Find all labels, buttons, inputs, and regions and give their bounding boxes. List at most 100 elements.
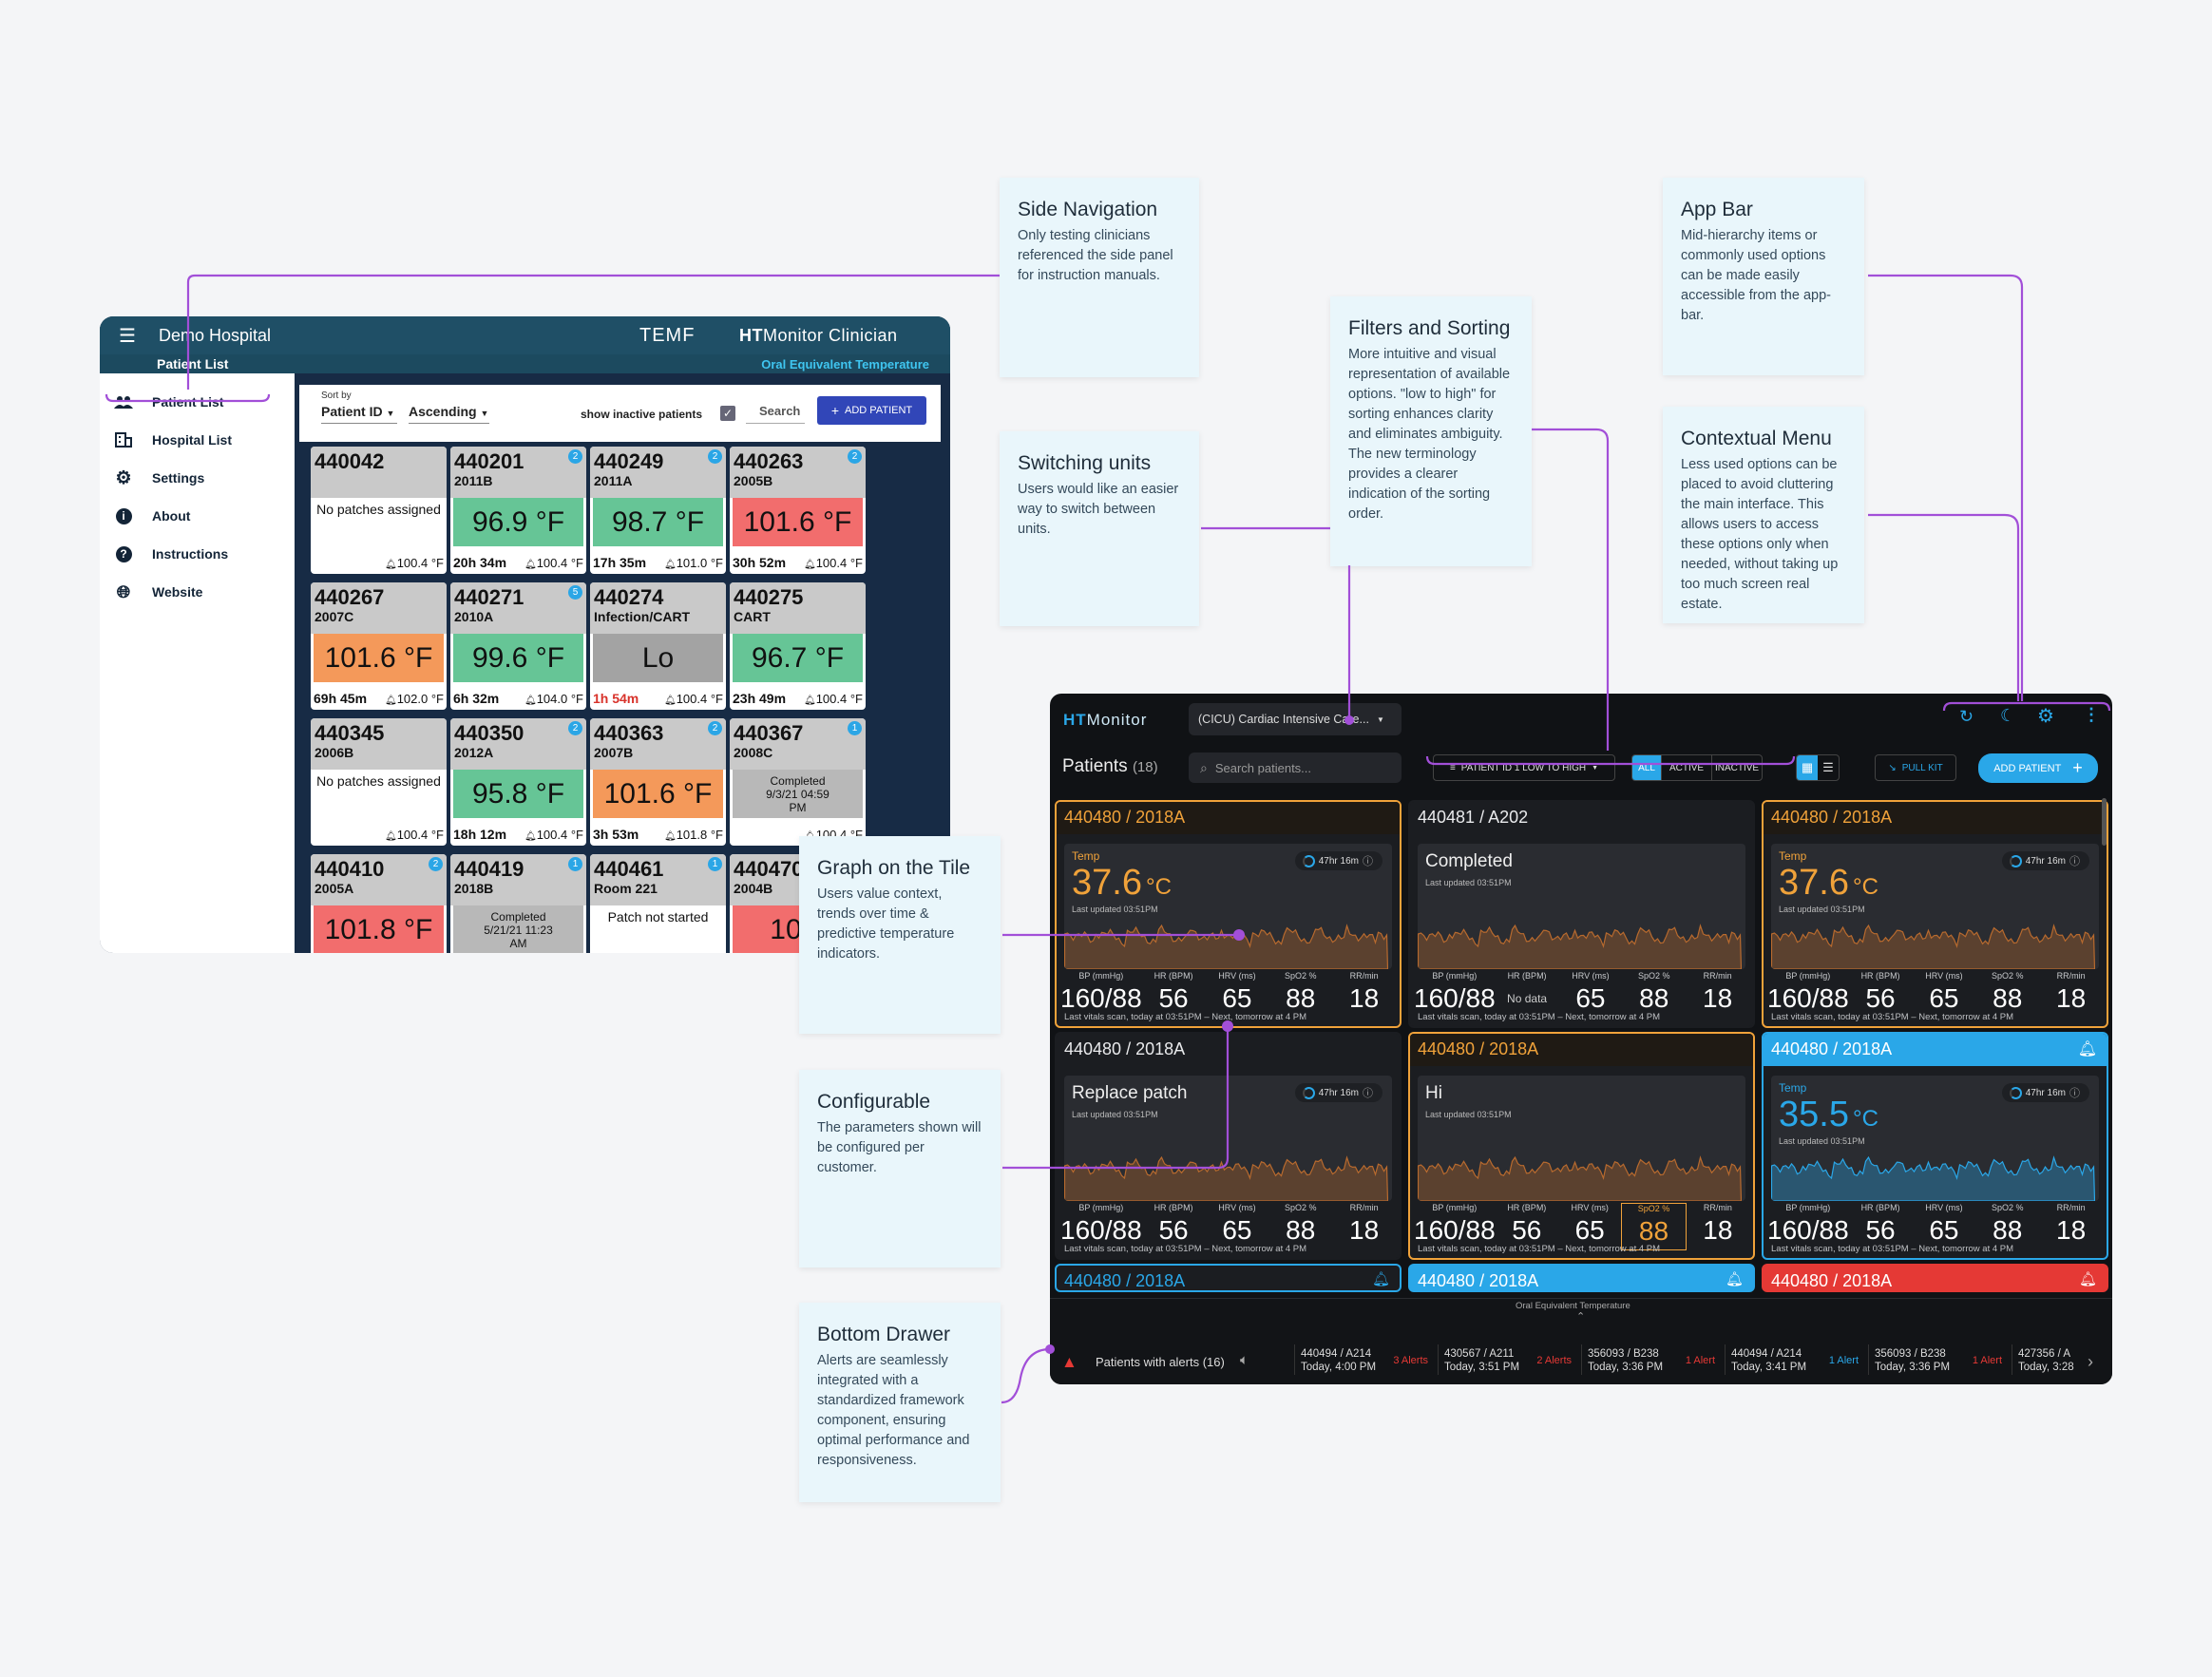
patient-tile[interactable]: 440419 2018B 1 Completed 5/21/21 11:23 AM [450, 854, 586, 953]
note-title: Contextual Menu [1681, 428, 1832, 449]
drawer-alerts-label[interactable]: Patients with alerts (16) [1096, 1355, 1225, 1369]
patient-tile[interactable]: 440480 / 2018A 🔔︎ [1408, 1264, 1755, 1292]
nav-item-patient-list[interactable]: Patient List [100, 383, 295, 421]
patient-id: 440410 [315, 857, 385, 881]
patient-tile[interactable]: 440480 / 2018A 🔔︎ [1762, 1264, 2108, 1292]
patient-tile[interactable]: 440480 / 2018A Hi Last updated 03:51PM BP (… [1408, 1032, 1755, 1260]
bell-icon: 🔔︎ [524, 695, 537, 706]
filter-inactive[interactable]: INACTIVE [1711, 755, 1762, 780]
refresh-icon[interactable]: ↻ [1959, 707, 1974, 726]
sort-select[interactable]: Patient ID ▼ [321, 404, 397, 424]
patient-tile[interactable]: 440275 CART 96.7 °F 23h 49m 🔔︎100.4 °F [730, 582, 866, 710]
patient-tile[interactable]: 440201 2011B 2 96.9 °F 20h 34m 🔔︎100.4 °F [450, 447, 586, 574]
patient-id: 440461 [594, 857, 664, 881]
patient-tile[interactable]: 440480 / 2018A Replace patch Last updated … [1055, 1032, 1402, 1260]
alert-pill[interactable]: 430567 / A211 Today, 3:51 PM 2 Alerts [1438, 1344, 1575, 1375]
alert-pill[interactable]: 356093 / B238 Today, 3:36 PM 1 Alert [1581, 1344, 1719, 1375]
vital-label: HR (BPM) [1154, 1203, 1193, 1212]
patch-count-badge: 2 [848, 449, 862, 464]
last-updated: Last updated 03:51PM [1425, 878, 1512, 887]
sort-button[interactable]: ≡ PATIENT ID 1 LOW TO HIGH ▼ [1433, 754, 1615, 781]
patient-tile[interactable]: 440480 / 2018A Temp 37.6 °C Last updated 03:… [1762, 800, 2108, 1028]
alert-time: Today, 3:41 PM [1731, 1362, 1807, 1373]
patient-tile[interactable]: 440461 Room 221 1 Patch not started [590, 854, 726, 953]
nav-item-hospital-list[interactable]: Hospital List [100, 421, 295, 459]
vital-cell: HR (BPM) 56 [1142, 971, 1206, 1019]
tile-footer: 🔔︎100.4 °F [314, 827, 444, 842]
progress-ring-icon [2009, 1086, 2022, 1099]
patient-tile[interactable]: 440263 2005B 2 101.6 °F 30h 52m 🔔︎100.4 °F [730, 447, 866, 574]
chevron-right-icon[interactable]: › [2088, 1352, 2093, 1371]
dark-mode-icon[interactable]: ☾ [2000, 706, 2016, 725]
vital-cell: RR/min 18 [1332, 1203, 1396, 1250]
info-icon[interactable]: ⓘ [2069, 856, 2080, 867]
vitals-row: BP (mmHg) 160/88 HR (BPM) No data HRV (ms) 65… [1414, 971, 1749, 1019]
scrollbar[interactable] [2102, 798, 2107, 846]
alert-pill[interactable]: 427356 / A Today, 3:28 [2012, 1344, 2112, 1375]
tile-header: 440042 [311, 447, 447, 498]
nav-label: Instructions [152, 546, 229, 562]
add-patient-button[interactable]: + ADD PATIENT [817, 396, 926, 425]
nav-item-about[interactable]: i About [100, 497, 295, 535]
bell-alert-icon[interactable]: 🔔︎ [2077, 1041, 2097, 1058]
patient-tile[interactable]: 440363 2007B 2 101.6 °F 3h 53m 🔔︎101.8 °F [590, 718, 726, 846]
vital-cell: BP (mmHg) 160/88 [1060, 1203, 1142, 1250]
add-patient-button[interactable]: ADD PATIENT + [1978, 753, 2098, 783]
bell-alert-icon[interactable]: 🔔︎ [1725, 1271, 1744, 1287]
temp-tab[interactable]: TEMF [639, 324, 696, 346]
hamburger-menu-icon[interactable]: ☰ [119, 325, 136, 347]
vital-value: 65 [1222, 1215, 1252, 1245]
inactive-checkbox[interactable]: ✓ [720, 406, 735, 421]
vital-cell: RR/min 18 [1687, 1203, 1749, 1250]
patient-tile[interactable]: 440274 Infection/CART Lo 1h 54m 🔔︎100.4 °F [590, 582, 726, 710]
vital-value: 88 [1993, 983, 2023, 1013]
search-input[interactable]: Search [746, 404, 805, 424]
patient-id: 440367 [734, 721, 804, 745]
volume-icon[interactable]: 🔈︎ [1240, 1352, 1249, 1368]
filter-active[interactable]: ACTIVE [1661, 755, 1711, 780]
search-input[interactable]: ⌕ Search patients... [1189, 753, 1402, 783]
tile-header: 440480 / 2018A 🔔︎ [1410, 1266, 1753, 1290]
patient-tile[interactable]: 440481 / A202 Completed Last updated 03:51… [1408, 800, 1755, 1028]
patient-tile[interactable]: 440480 / 2018A 🔔︎ Temp 35.5 °C Last updated 0… [1762, 1032, 2108, 1260]
info-icon[interactable]: ⓘ [1363, 1088, 1373, 1099]
tile-footer: 20h 34m 🔔︎100.4 °F [453, 555, 583, 570]
patient-tile[interactable]: 440267 2007C 101.6 °F 69h 45m 🔔︎102.0 °F [311, 582, 447, 710]
order-select[interactable]: Ascending ▼ [409, 404, 489, 424]
patch-count-badge: 2 [429, 857, 443, 871]
bell-off-icon[interactable]: 🔔︎ [1371, 1271, 1390, 1287]
nav-item-instructions[interactable]: ? Instructions [100, 535, 295, 573]
legacy-toolbar: Sort by Patient ID ▼ Ascending ▼ show in… [299, 385, 941, 442]
alert-pill[interactable]: 440494 / A214 Today, 3:41 PM 1 Alert [1725, 1344, 1862, 1375]
patient-tile[interactable]: 440042 No patches assigned 🔔︎100.4 °F [311, 447, 447, 574]
filter-all[interactable]: ALL [1632, 755, 1661, 780]
patient-tile[interactable]: 440480 / 2018A Temp 37.6 °C Last updated 03:… [1055, 800, 1402, 1028]
patient-tile[interactable]: 440480 / 2018A 🔔︎ [1055, 1264, 1402, 1292]
sort-label: Sort by [321, 391, 352, 401]
patient-tile[interactable]: 440350 2012A 2 95.8 °F 18h 12m 🔔︎100.4 °F [450, 718, 586, 846]
chevron-up-icon[interactable]: ⌃ [1576, 1311, 1586, 1323]
note-switching-units: Switching units Users would like an easi… [1000, 431, 1199, 626]
patient-tile[interactable]: 440410 2005A 2 101.8 °F [311, 854, 447, 953]
alert-pill[interactable]: 440494 / A214 Today, 4:00 PM 3 Alerts [1294, 1344, 1432, 1375]
alert-threshold-value: 100.4 °F [536, 555, 583, 570]
room-label: 2005A [315, 881, 354, 896]
grid-view-icon[interactable]: ▦ [1797, 755, 1818, 780]
pull-kit-button[interactable]: ↘ PULL KIT [1875, 754, 1956, 781]
patient-tile[interactable]: 440249 2011A 2 98.7 °F 17h 35m 🔔︎101.0 °F [590, 447, 726, 574]
gear-icon[interactable]: ⚙ [2037, 706, 2054, 727]
more-vertical-icon[interactable]: ⋮ [2083, 705, 2100, 724]
tile-header: 440271 2010A 5 [450, 582, 586, 634]
info-icon[interactable]: ⓘ [2069, 1088, 2080, 1099]
nav-item-website[interactable]: 🌐︎ Website [100, 573, 295, 611]
patient-tile[interactable]: 440271 2010A 5 99.6 °F 6h 32m 🔔︎104.0 °F [450, 582, 586, 710]
unit-select[interactable]: (CICU) Cardiac Intensive Care... ▼ [1189, 703, 1402, 735]
list-view-icon[interactable]: ☰ [1822, 760, 1834, 774]
temperature-mode[interactable]: Oral Equivalent Temperature [761, 357, 929, 372]
nav-item-settings[interactable]: ⚙ Settings [100, 459, 295, 497]
patient-tile[interactable]: 440345 2006B No patches assigned 🔔︎100.4 °F [311, 718, 447, 846]
bell-alert-icon[interactable]: 🔔︎ [2078, 1271, 2097, 1287]
info-icon[interactable]: ⓘ [1363, 856, 1373, 867]
alert-pill[interactable]: 356093 / B238 Today, 3:36 PM 1 Alert [1868, 1344, 2006, 1375]
